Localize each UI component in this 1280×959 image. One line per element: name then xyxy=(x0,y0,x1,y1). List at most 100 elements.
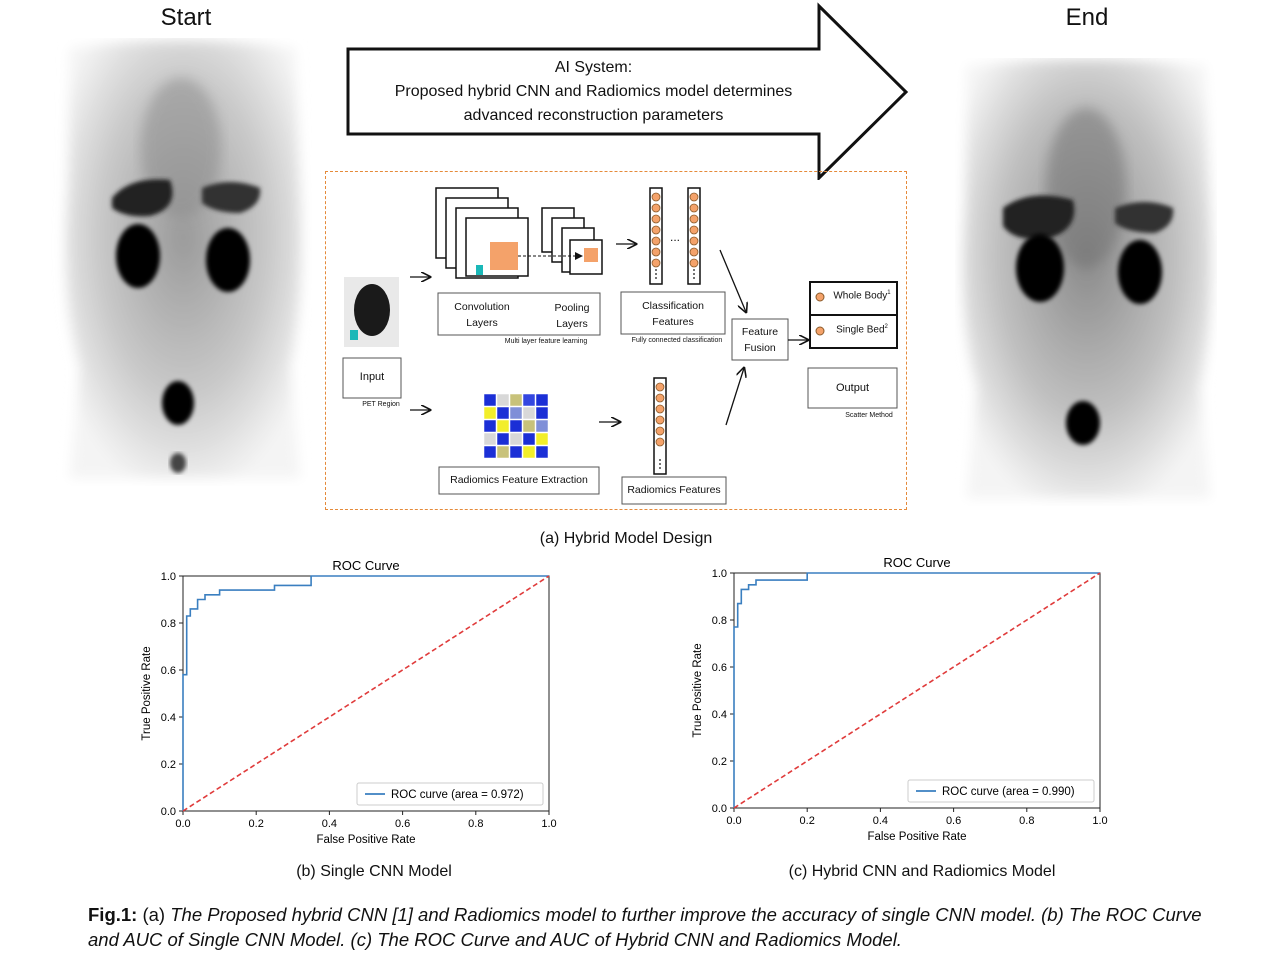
pet-region-label: PET Region xyxy=(362,401,400,408)
radiomics-extraction-box xyxy=(438,466,600,495)
feature-node xyxy=(655,393,665,403)
conv-pool-box xyxy=(437,292,601,336)
radiomics-features-label: Radiomics Features xyxy=(627,484,721,496)
radiomics-cell xyxy=(522,419,536,433)
y-tick-label: 0.2 xyxy=(161,759,176,771)
feature-node xyxy=(651,203,661,213)
radiomics-cell xyxy=(509,445,523,459)
convolution-layers-icon xyxy=(435,187,529,279)
caption-b: (b) Single CNN Model xyxy=(296,863,452,880)
radiomics-cell xyxy=(522,445,536,459)
end-label: End xyxy=(1065,4,1109,31)
radiomics-cell xyxy=(535,432,549,446)
feature-node xyxy=(651,192,661,202)
radiomics-cell xyxy=(483,432,497,446)
chart-title: ROC Curve xyxy=(332,558,399,573)
radiomics-cell xyxy=(535,393,549,407)
radiomics-cell xyxy=(535,406,549,420)
feature-node xyxy=(689,214,699,224)
legend-box xyxy=(907,779,1095,803)
pet-image-start xyxy=(65,40,302,478)
figure-caption: Fig.1: (a) The Proposed hybrid CNN [1] a… xyxy=(88,904,1202,950)
conv-label-1: Convolution xyxy=(454,301,510,313)
feature-node xyxy=(651,258,661,268)
y-tick-label: 0.8 xyxy=(161,618,176,630)
x-tick-label: 0.8 xyxy=(1019,815,1034,827)
input-box xyxy=(342,357,402,399)
y-tick-label: 0.4 xyxy=(161,712,176,724)
y-tick-label: 0.8 xyxy=(712,615,727,627)
feature-node xyxy=(655,415,665,425)
radiomics-cell xyxy=(496,419,510,433)
radiomics-features-icon xyxy=(653,377,667,475)
feature-node xyxy=(651,225,661,235)
feature-node xyxy=(689,258,699,268)
x-tick-label: 0.0 xyxy=(175,818,190,830)
y-tick-label: 0.0 xyxy=(161,806,176,818)
feature-node xyxy=(689,236,699,246)
classification-label-1: Classification xyxy=(642,300,704,312)
ai-system-arrow xyxy=(346,2,909,180)
radiomics-cell xyxy=(522,406,536,420)
classification-label-2: Features xyxy=(652,316,694,328)
multi-layer-label: Multi layer feature learning xyxy=(504,338,588,345)
y-tick-label: 0.2 xyxy=(712,756,727,768)
fusion-label-1: Feature xyxy=(741,326,779,338)
feature-node xyxy=(689,247,699,257)
radiomics-cell xyxy=(522,393,536,407)
radiomics-extraction-label: Radiomics Feature Extraction xyxy=(450,474,588,486)
radiomics-grid xyxy=(483,393,549,459)
feature-node xyxy=(655,382,665,392)
x-tick-label: 0.4 xyxy=(873,815,888,827)
feature-node xyxy=(651,247,661,257)
pet-image-end xyxy=(962,59,1212,498)
single-bed-dot-icon xyxy=(815,326,825,336)
y-axis-label: True Positive Rate xyxy=(141,646,153,740)
radiomics-cell xyxy=(535,445,549,459)
output-box xyxy=(807,367,898,409)
hybrid-model-diagram: Input PET Region Convolution Layers Pool… xyxy=(325,171,907,510)
legend-label: ROC curve (area = 0.990) xyxy=(942,786,1075,798)
diagonal-reference-line xyxy=(182,575,550,812)
fully-connected-label: Fully connected classification xyxy=(631,337,723,344)
feature-node xyxy=(689,192,699,202)
pool-label-1: Pooling xyxy=(554,302,590,314)
input-label: Input xyxy=(359,371,385,383)
ai-system-title: AI System: xyxy=(554,59,633,76)
roc-curve-line xyxy=(733,572,1100,808)
x-tick-label: 0.8 xyxy=(468,818,483,830)
x-tick-label: 0.0 xyxy=(726,815,741,827)
radiomics-cell xyxy=(522,432,536,446)
x-axis-label: False Positive Rate xyxy=(867,831,966,843)
feature-node xyxy=(689,203,699,213)
y-tick-label: 0.6 xyxy=(161,665,176,677)
radiomics-cell xyxy=(483,445,497,459)
classification-box xyxy=(620,291,726,335)
roc-chart-single-cnn: ROC Curve 0.0 0.2 0.4 0.6 0.8 1.0 0.0 0.2 0.4 0.6 0… xyxy=(141,558,557,846)
ai-system-line2: Proposed hybrid CNN and Radiomics model … xyxy=(394,83,793,100)
conv-label-2: Layers xyxy=(466,317,498,329)
pool-label-2: Layers xyxy=(556,318,588,330)
scatter-method-label: Scatter Method xyxy=(845,412,893,419)
radiomics-cell xyxy=(496,393,510,407)
ai-system-line3: advanced reconstruction parameters xyxy=(463,107,724,124)
y-tick-label: 1.0 xyxy=(161,571,176,583)
radiomics-cell xyxy=(509,393,523,407)
radiomics-cell xyxy=(535,419,549,433)
classification-features-icon xyxy=(649,187,701,285)
output-label: Output xyxy=(835,382,870,394)
radiomics-features-box xyxy=(621,476,727,505)
caption-a: (a) Hybrid Model Design xyxy=(539,530,713,547)
radiomics-cell xyxy=(509,406,523,420)
y-tick-label: 0.0 xyxy=(712,803,727,815)
fc-dots: ... xyxy=(669,230,680,244)
fusion-label-2: Fusion xyxy=(744,342,776,354)
radiomics-cell xyxy=(483,393,497,407)
pooling-layers-icon xyxy=(518,207,603,275)
legend-box xyxy=(356,782,544,806)
radiomics-cell xyxy=(496,406,510,420)
feature-node xyxy=(655,437,665,447)
diagonal-reference-line xyxy=(733,572,1101,809)
feature-node xyxy=(655,426,665,436)
y-tick-label: 0.6 xyxy=(712,662,727,674)
